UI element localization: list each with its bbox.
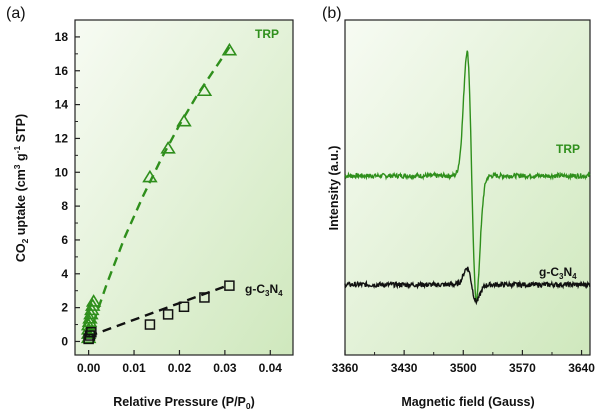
point-gc3n4 bbox=[84, 330, 96, 341]
point-gc3n4 bbox=[199, 292, 210, 303]
point-gc3n4 bbox=[178, 301, 190, 313]
panel-a: (a) 0.00 0.01 0.02 0.03 0.04024681012141618 … bbox=[6, 5, 294, 411]
series-label-gc3n4-a: g-C3N4 bbox=[245, 282, 283, 298]
x-tick-label-a: 0.03 bbox=[213, 361, 237, 375]
plot-area-b bbox=[344, 19, 591, 356]
y-tick-label-a: 18 bbox=[55, 30, 69, 44]
y-tick-label-a: 12 bbox=[55, 131, 69, 145]
series-label-trp-a: TRP bbox=[255, 27, 279, 41]
x-tick-label-b: 3500 bbox=[450, 361, 477, 375]
y-axis-label-b: Intensity (a.u.) bbox=[327, 146, 341, 231]
y-tick-label-a: 2 bbox=[61, 301, 68, 315]
y-tick-label-a: 6 bbox=[61, 233, 68, 247]
point-trp bbox=[196, 83, 213, 97]
y-tick-label-a: 14 bbox=[55, 98, 69, 112]
y-tick-label-a: 4 bbox=[61, 267, 68, 281]
point-trp bbox=[85, 294, 102, 307]
y-tick-label-a: 16 bbox=[55, 64, 69, 78]
point-gc3n4 bbox=[83, 333, 94, 345]
point-trp bbox=[83, 306, 99, 320]
point-trp bbox=[176, 113, 192, 127]
y-tick-label-a: 0 bbox=[61, 334, 68, 348]
plot-area-a bbox=[74, 19, 294, 356]
x-tick-label-a: 0.04 bbox=[259, 361, 283, 375]
x-tick-label-a: 0.00 bbox=[77, 361, 101, 375]
x-tick-label-b: 3430 bbox=[391, 361, 418, 375]
point-trp bbox=[80, 317, 97, 331]
x-axis-label-a: Relative Pressure (P/P0) bbox=[113, 395, 255, 411]
y-tick-label-a: 8 bbox=[61, 199, 68, 213]
panel-label-a: (a) bbox=[6, 5, 26, 22]
x-axis-label-b: Magnetic field (Gauss) bbox=[401, 395, 534, 409]
point-gc3n4 bbox=[144, 319, 156, 330]
spectrum-trp bbox=[344, 50, 591, 303]
series-label-gc3n4-b: g-C3N4 bbox=[539, 265, 577, 281]
point-trp bbox=[142, 169, 158, 183]
series-label-trp-b: TRP bbox=[556, 142, 580, 156]
point-trp bbox=[160, 141, 176, 154]
point-gc3n4 bbox=[86, 326, 97, 338]
axes-a: 0.00 0.01 0.02 0.03 0.04 0 2 4 6 8 10 12 14 16 18 bbox=[55, 30, 283, 375]
point-gc3n4 bbox=[224, 280, 235, 291]
fit-line-trp bbox=[87, 46, 231, 337]
spectra-b bbox=[344, 50, 591, 306]
y-axis-label-a: CO2 uptake (cm3 g-1 STP) bbox=[12, 114, 30, 262]
point-trp bbox=[82, 311, 98, 324]
y-tick-label-a: 10 bbox=[55, 165, 69, 179]
series-labels-a: TRP g-C3N4 bbox=[245, 27, 283, 298]
spectrum-gc3n4 bbox=[344, 266, 591, 306]
x-tick-label-b: 3570 bbox=[509, 361, 536, 375]
x-tick-label-a: 0.01 bbox=[122, 361, 146, 375]
point-trp bbox=[221, 42, 238, 56]
point-gc3n4 bbox=[162, 309, 174, 320]
x-tick-label-b: 3360 bbox=[332, 361, 359, 375]
data-marks-a bbox=[80, 42, 238, 345]
x-tick-label-a: 0.02 bbox=[168, 361, 192, 375]
point-trp bbox=[84, 302, 100, 316]
point-trp bbox=[84, 298, 101, 311]
panel-b: (b) 3360 3430 3500 3570 3640 TRP g-C3N4 Magn… bbox=[322, 5, 595, 409]
x-tick-label-b: 3640 bbox=[568, 361, 595, 375]
axes-b: 3360 3430 3500 3570 3640 bbox=[332, 350, 595, 375]
point-trp bbox=[81, 314, 98, 328]
panel-label-b: (b) bbox=[322, 5, 342, 22]
